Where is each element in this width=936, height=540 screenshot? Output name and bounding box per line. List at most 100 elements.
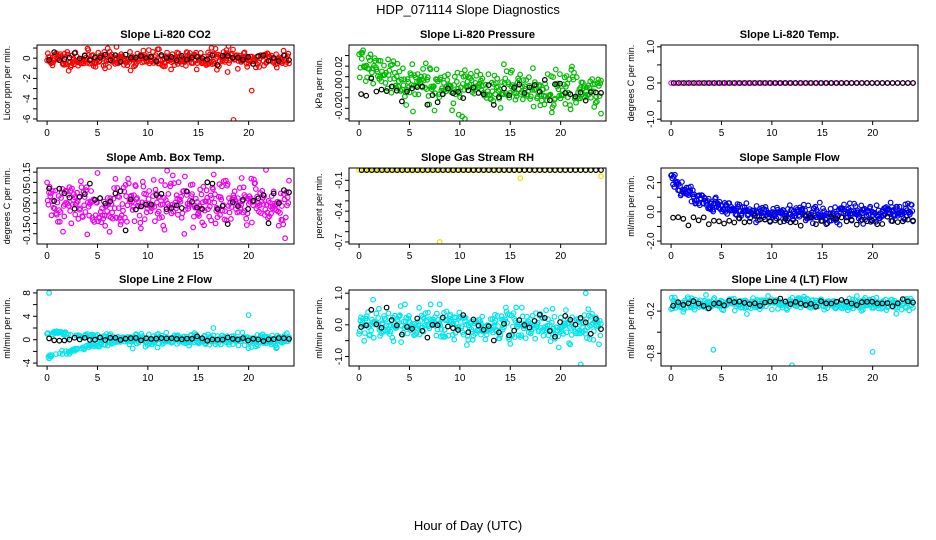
data-point bbox=[60, 228, 66, 235]
data-point bbox=[792, 219, 799, 226]
data-point bbox=[519, 96, 526, 103]
data-point bbox=[265, 336, 272, 343]
data-point bbox=[228, 204, 235, 210]
panel-slope-line-2-flow: Slope Line 2 Flow ml/min per min. 0 5 10 15 20… bbox=[2, 274, 295, 384]
data-point bbox=[736, 215, 743, 222]
data-point bbox=[260, 338, 267, 345]
data-point bbox=[480, 82, 487, 89]
data-point bbox=[670, 302, 676, 309]
data-point bbox=[716, 300, 722, 307]
panel-title: Slope Sample Flow bbox=[739, 152, 840, 164]
data-point bbox=[360, 47, 367, 54]
data-point bbox=[441, 79, 447, 86]
data-point bbox=[502, 75, 509, 82]
data-point bbox=[77, 178, 84, 185]
data-point bbox=[398, 339, 405, 346]
data-point bbox=[117, 221, 124, 228]
data-point bbox=[131, 218, 138, 225]
data-point bbox=[729, 80, 736, 86]
series-all bbox=[668, 171, 916, 228]
data-point bbox=[908, 201, 915, 208]
data-point bbox=[507, 341, 514, 347]
data-point bbox=[393, 322, 400, 329]
data-point bbox=[438, 326, 445, 332]
data-point bbox=[169, 51, 176, 58]
panel-slope-li-820-co2: Slope Li-820 CO2 Licor ppm per min. 0 5 10 15… bbox=[2, 29, 295, 139]
y-axis-label: ml/min per min. bbox=[314, 297, 324, 359]
data-point bbox=[462, 318, 468, 325]
data-point bbox=[414, 315, 421, 322]
data-point bbox=[163, 208, 170, 215]
data-point bbox=[204, 56, 211, 63]
data-point bbox=[112, 175, 119, 182]
data-point bbox=[248, 87, 255, 94]
plot-area bbox=[356, 47, 604, 121]
data-point bbox=[802, 302, 809, 308]
data-point bbox=[441, 326, 448, 333]
data-point bbox=[526, 324, 533, 331]
data-point bbox=[361, 337, 368, 344]
data-point bbox=[433, 66, 440, 73]
data-point bbox=[53, 211, 60, 218]
x-tick-label: 20 bbox=[555, 128, 567, 139]
data-point bbox=[373, 321, 380, 328]
x-tick-label: 10 bbox=[142, 373, 154, 384]
data-point bbox=[194, 54, 201, 60]
y-axis-label: ml/min per min. bbox=[2, 297, 12, 359]
data-point bbox=[205, 198, 212, 205]
data-point bbox=[181, 230, 188, 237]
data-point bbox=[282, 235, 289, 242]
data-point bbox=[184, 49, 191, 56]
data-point bbox=[147, 208, 154, 215]
data-point bbox=[416, 304, 423, 311]
data-point bbox=[138, 53, 144, 59]
data-point bbox=[567, 341, 574, 348]
data-point bbox=[371, 55, 378, 61]
data-point bbox=[86, 180, 93, 187]
data-point bbox=[447, 311, 454, 318]
data-point bbox=[724, 210, 731, 217]
data-point bbox=[705, 221, 712, 228]
data-point bbox=[545, 316, 551, 323]
data-point bbox=[255, 195, 262, 202]
figure-title: HDP_071114 Slope Diagnostics bbox=[376, 2, 560, 17]
data-point bbox=[127, 196, 134, 203]
data-point bbox=[445, 323, 451, 330]
y-tick-label: -1.0 bbox=[646, 110, 657, 128]
data-point bbox=[370, 80, 377, 87]
data-point bbox=[101, 49, 108, 55]
data-point bbox=[69, 185, 75, 192]
data-point bbox=[143, 191, 149, 198]
plot-frame bbox=[348, 289, 607, 367]
data-point bbox=[460, 95, 467, 101]
data-point bbox=[569, 63, 575, 70]
data-point bbox=[381, 315, 388, 322]
data-point bbox=[526, 84, 533, 91]
data-point bbox=[129, 206, 136, 213]
data-point bbox=[736, 298, 743, 305]
data-point bbox=[464, 342, 470, 348]
data-point bbox=[180, 187, 187, 194]
data-point bbox=[422, 84, 429, 91]
x-tick-label: 0 bbox=[356, 251, 362, 262]
data-point bbox=[740, 80, 746, 86]
data-point bbox=[51, 49, 58, 56]
data-point bbox=[462, 73, 469, 79]
data-point bbox=[112, 190, 119, 197]
x-tick-label: 0 bbox=[44, 251, 50, 262]
y-tick-label: 0.0 bbox=[646, 204, 657, 218]
data-point bbox=[741, 299, 748, 306]
data-point bbox=[82, 209, 89, 215]
data-point bbox=[450, 90, 456, 97]
data-point bbox=[588, 321, 595, 328]
data-point bbox=[70, 191, 77, 198]
data-point bbox=[51, 198, 58, 205]
data-point bbox=[406, 313, 412, 319]
data-point bbox=[549, 305, 556, 312]
data-point bbox=[265, 220, 272, 227]
data-point bbox=[91, 218, 98, 225]
data-point bbox=[813, 303, 819, 310]
data-point bbox=[698, 195, 704, 202]
data-point bbox=[136, 212, 143, 219]
data-point bbox=[375, 315, 382, 322]
